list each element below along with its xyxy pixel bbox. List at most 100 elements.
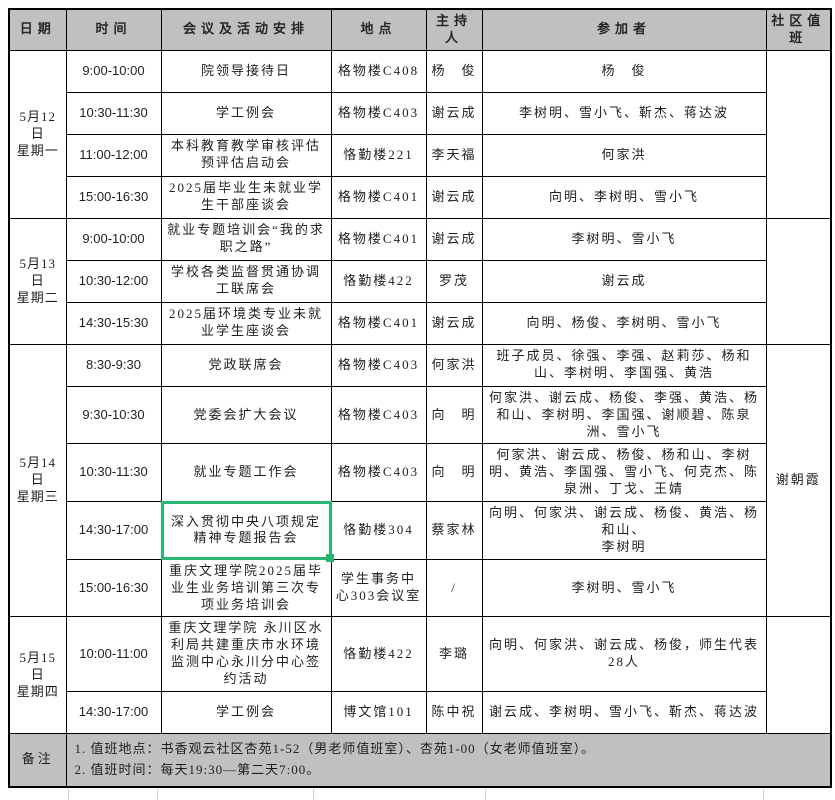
meeting-cell: 重庆文理学院 永川区水利局共建重庆市水环境监测中心永川分中心签约活动 (160, 616, 332, 693)
host-cell: 何家洪 (425, 343, 483, 387)
location-cell: 格物楼C403 (330, 343, 427, 387)
note-label: 备注 (8, 733, 67, 788)
duty-cell (765, 49, 832, 219)
meeting-cell: 就业专题培训会“我的求职之路” (160, 217, 332, 261)
host-cell: 杨 俊 (425, 49, 483, 93)
duty-cell (765, 217, 832, 345)
time-cell: 10:30-12:00 (65, 259, 162, 303)
host-cell: 谢云成 (425, 91, 483, 135)
participants-cell: 向明、李树明、雪小飞 (481, 175, 767, 219)
participants-cell: 李树明、雪小飞、靳杰、蒋达波 (481, 91, 767, 135)
host-cell: / (425, 558, 483, 618)
location-cell: 格物楼C401 (330, 175, 427, 219)
column-header-3: 地点 (330, 8, 427, 51)
time-cell: 14:30-15:30 (65, 301, 162, 345)
column-header-0: 日期 (8, 8, 67, 51)
time-cell: 9:00-10:00 (65, 217, 162, 261)
table-body: 5月12日 星期一 9:00-10:00 院领导接待日 格物楼C408 杨 俊杨 俊 10… (8, 49, 832, 788)
location-cell: 恪勤楼422 (330, 616, 427, 693)
location-cell: 恪勤楼221 (330, 133, 427, 177)
time-cell: 10:30-11:30 (65, 91, 162, 135)
participants-cell: 李树明、雪小飞 (481, 558, 767, 618)
host-cell: 谢云成 (425, 175, 483, 219)
spreadsheet-gridlines (8, 788, 830, 800)
column-header-2: 会议及活动安排 (160, 8, 332, 51)
table-row: 10:30-12:00 学校各类监督贯通协调工联席会 恪勤楼422 罗茂 谢云成 (9, 259, 831, 303)
table-row: 9:30-10:30 党委会扩大会议 格物楼C403 向 明何家洪、谢云成、杨俊、李强… (9, 385, 831, 445)
location-cell: 格物楼C401 (330, 301, 427, 345)
location-cell: 恪勤楼304 (330, 501, 427, 560)
time-cell: 10:30-11:30 (65, 443, 162, 503)
participants-cell: 谢云成、李树明、雪小飞、靳杰、蒋达波 (481, 691, 767, 735)
meeting-cell: 2025届环境类专业未就业学生座谈会 (160, 301, 332, 345)
participants-cell: 何家洪 (481, 133, 767, 177)
location-cell: 格物楼C403 (330, 385, 427, 445)
note-line-1: 1. 值班地点：书香观云社区杏苑1-52（男老师值班室）、杏苑1-00（女老师值… (74, 741, 596, 757)
table-row: 5月12日 星期一 9:00-10:00 院领导接待日 格物楼C408 杨 俊杨 俊 (8, 49, 832, 219)
location-cell: 学生事务中心303会议室 (330, 558, 427, 618)
duty-cell: 谢朝霞 (765, 343, 832, 618)
meeting-cell: 院领导接待日 (160, 49, 332, 93)
table-row: 15:00-16:30 重庆文理学院2025届毕业生业务培训第三次专项业务培训会学… (9, 558, 831, 618)
participants-cell: 向明、何家洪、谢云成、杨俊、黄浩、杨和山、 李树明 (481, 501, 767, 560)
participants-cell: 杨 俊 (481, 49, 767, 93)
date-cell: 5月12日 星期一 (8, 49, 67, 219)
time-cell: 10:00-11:00 (65, 616, 162, 693)
participants-cell: 向明、杨俊、李树明、雪小飞 (481, 301, 767, 345)
participants-cell: 向明、何家洪、谢云成、杨俊，师生代表28人 (481, 616, 767, 693)
column-header-6: 社区值班 (765, 8, 832, 51)
host-cell: 谢云成 (425, 301, 483, 345)
time-cell: 9:00-10:00 (65, 49, 162, 93)
meeting-cell: 学工例会 (160, 691, 332, 735)
meeting-cell: 深入贯彻中央八项规定精神专题报告会 (160, 501, 334, 562)
note-line-2: 2. 值班时间：每天19:30—第二天7:00。 (74, 761, 321, 777)
time-cell: 9:30-10:30 (65, 385, 162, 445)
note-body: 1. 值班地点：书香观云社区杏苑1-52（男老师值班室）、杏苑1-00（女老师值… (65, 733, 832, 788)
location-cell: 博文馆101 (330, 691, 427, 735)
time-cell: 11:00-12:00 (65, 133, 162, 177)
host-cell: 李璐 (425, 616, 483, 693)
host-cell: 向 明 (425, 385, 483, 445)
table-row: 10:30-11:30 学工例会 格物楼C403 谢云成 李树明、雪小飞、靳杰、蒋达波 (9, 91, 831, 135)
table-row: 11:00-12:00 本科教育教学审核评估预评估启动会 恪勤楼221 李天福 何家洪 (9, 133, 831, 177)
meeting-cell: 2025届毕业生未就业学生干部座谈会 (160, 175, 332, 219)
column-header-1: 时间 (65, 8, 162, 51)
column-header-5: 参加者 (481, 8, 767, 51)
participants-cell: 李树明、雪小飞 (481, 217, 767, 261)
host-cell: 谢云成 (425, 217, 483, 261)
table-row: 14:30-15:30 2025届环境类专业未就业学生座谈会 格物楼C401 谢云成向… (9, 301, 831, 345)
table-header: 日期 时间 会议及活动安排 地点 主持人 参加者 社区值班 (8, 8, 832, 51)
note-row: 备注 1. 值班地点：书香观云社区杏苑1-52（男老师值班室）、杏苑1-00（女老… (8, 733, 832, 788)
meeting-cell: 重庆文理学院2025届毕业生业务培训第三次专项业务培训会 (160, 558, 332, 618)
location-cell: 格物楼C401 (330, 217, 427, 261)
host-cell: 陈中祝 (425, 691, 483, 735)
table-row: 14:30-17:00 学工例会 博文馆101 陈中祝 谢云成、李树明、雪小飞、靳杰、蒋… (9, 691, 831, 735)
column-header-4: 主持人 (425, 8, 483, 51)
time-cell: 8:30-9:30 (65, 343, 162, 387)
table-row: 15:00-16:30 2025届毕业生未就业学生干部座谈会 格物楼C401 谢云成向… (9, 175, 831, 219)
meeting-cell: 党政联席会 (160, 343, 332, 387)
participants-cell: 谢云成 (481, 259, 767, 303)
location-cell: 格物楼C403 (330, 443, 427, 503)
time-cell: 14:30-17:00 (65, 501, 162, 560)
meeting-cell: 党委会扩大会议 (160, 385, 332, 445)
table-row: 10:30-11:30 就业专题工作会 格物楼C403 向 明何家洪、谢云成、杨俊、杨… (9, 443, 831, 503)
table-row: 5月15日 星期四 10:00-11:00 重庆文理学院 永川区水利局共建重庆市水环… (8, 616, 832, 735)
duty-cell (765, 616, 832, 735)
table-row: 14:30-17:00 深入贯彻中央八项规定精神专题报告会 恪勤楼304 蔡家林 向明、… (9, 501, 831, 562)
time-cell: 15:00-16:30 (65, 558, 162, 618)
participants-cell: 何家洪、谢云成、杨俊、李强、黄浩、杨和山、李树明、李国强、谢顺碧、陈泉洲、雪小飞 (481, 385, 767, 445)
host-cell: 罗茂 (425, 259, 483, 303)
table-row: 5月14日 星期三 8:30-9:30 党政联席会 格物楼C403 何家洪 班子成员、徐强… (8, 343, 832, 618)
date-cell: 5月15日 星期四 (8, 616, 67, 735)
host-cell: 李天福 (425, 133, 483, 177)
location-cell: 格物楼C403 (330, 91, 427, 135)
selection-highlight-box (160, 501, 334, 562)
participants-cell: 班子成员、徐强、李强、赵莉莎、杨和山、李树明、李国强、黄浩 (481, 343, 767, 387)
date-cell: 5月14日 星期三 (8, 343, 67, 618)
time-cell: 14:30-17:00 (65, 691, 162, 735)
host-cell: 向 明 (425, 443, 483, 503)
location-cell: 恪勤楼422 (330, 259, 427, 303)
time-cell: 15:00-16:30 (65, 175, 162, 219)
